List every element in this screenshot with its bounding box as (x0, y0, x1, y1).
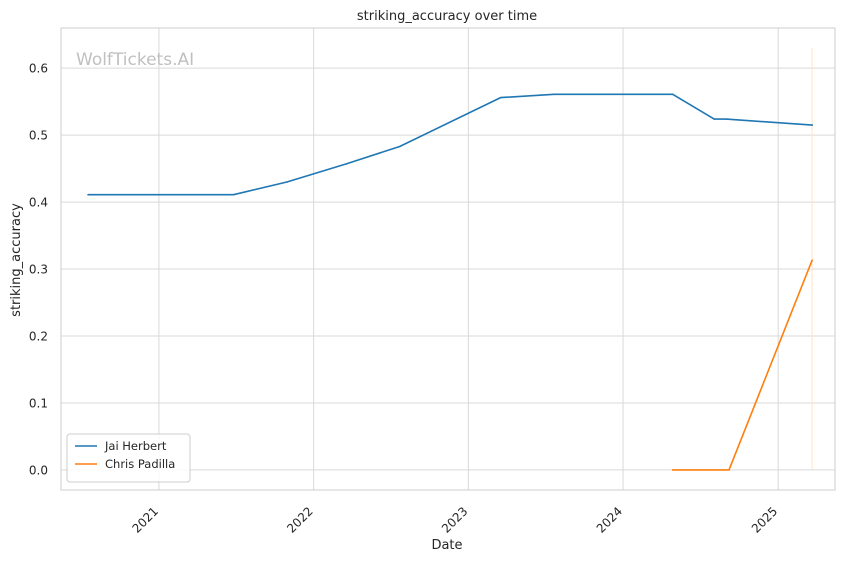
data-point (728, 469, 730, 471)
x-axis-label: Date (431, 538, 462, 553)
legend-box (66, 433, 191, 483)
y-tick-label: 0.3 (29, 263, 48, 277)
y-tick-labels: 0.0 0.1 0.2 0.3 0.4 0.5 0.6 (29, 62, 48, 478)
series-lines (87, 93, 813, 471)
data-point (671, 93, 674, 96)
data-point (345, 163, 348, 165)
y-axis-label: striking_accuracy (9, 203, 24, 317)
y-tick-label: 0.2 (29, 330, 48, 344)
data-point (553, 93, 555, 96)
y-tick-label: 0.1 (29, 396, 48, 410)
data-point (811, 124, 813, 126)
data-point (671, 469, 674, 471)
y-tick-label: 0.6 (29, 62, 48, 76)
watermark-text: WolfTickets.AI (76, 50, 194, 70)
y-tick-label: 0.4 (29, 196, 48, 210)
legend-label: Chris Padilla (105, 457, 175, 471)
y-tick-label: 0.5 (29, 129, 48, 143)
chart-title: striking_accuracy over time (357, 9, 537, 24)
data-point (398, 145, 401, 148)
legend-label: Jai Herbert (104, 439, 167, 453)
data-point (811, 259, 813, 262)
legend: Jai Herbert Chris Padilla (66, 433, 191, 483)
data-point (499, 96, 502, 99)
data-point (713, 118, 715, 120)
y-tick-label: 0.0 (29, 463, 48, 477)
data-point (725, 118, 727, 120)
plot-frame (60, 27, 836, 491)
grid-lines (61, 28, 835, 490)
data-point (286, 181, 288, 183)
data-point (87, 193, 89, 196)
data-point (232, 193, 235, 196)
